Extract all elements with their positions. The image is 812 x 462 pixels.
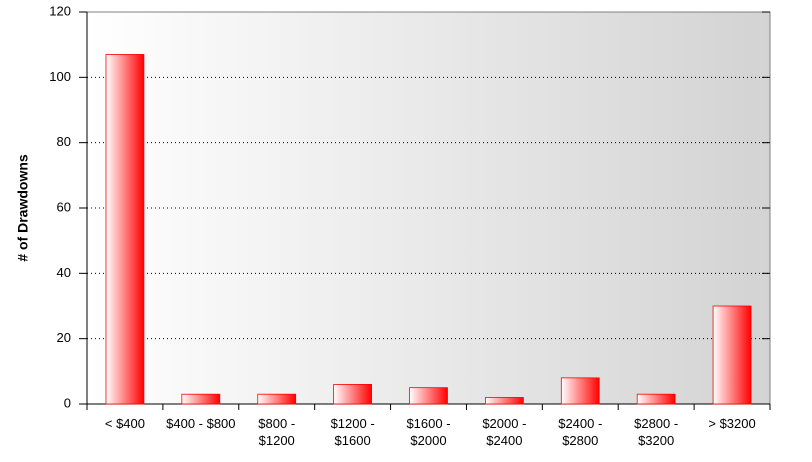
x-tick-label: $2400 - $2800: [558, 416, 603, 448]
x-tick-label: $1200 - $1600: [330, 416, 375, 448]
x-tick-label: $800 - $1200: [258, 416, 296, 448]
y-tick-label: 100: [49, 69, 71, 84]
x-tick-label: > $3200: [708, 416, 756, 431]
y-tick-label: 40: [57, 265, 71, 280]
bar: [105, 54, 145, 405]
x-tick-label: $400 - $800: [166, 416, 236, 431]
plot-area: [86, 11, 771, 405]
bar: [560, 377, 600, 405]
bar: [257, 393, 297, 405]
y-tick-label: 120: [49, 3, 71, 18]
bar: [636, 393, 676, 405]
bar: [712, 305, 752, 405]
x-tick-label: $1600 - $2000: [406, 416, 451, 448]
x-tick-label: < $400: [104, 416, 145, 431]
y-tick-label: 80: [57, 134, 71, 149]
bar: [485, 397, 524, 405]
y-axis-label: # of Drawdowns: [15, 154, 31, 262]
x-tick-label: $2800 - $3200: [634, 416, 679, 448]
y-tick-label: 60: [57, 199, 71, 214]
y-tick-label: 0: [64, 395, 71, 410]
bar: [409, 387, 448, 405]
bar: [181, 393, 221, 405]
y-tick-label: 20: [57, 330, 71, 345]
x-tick-label: $2000 - $2400: [482, 416, 527, 448]
bar: [333, 383, 372, 405]
